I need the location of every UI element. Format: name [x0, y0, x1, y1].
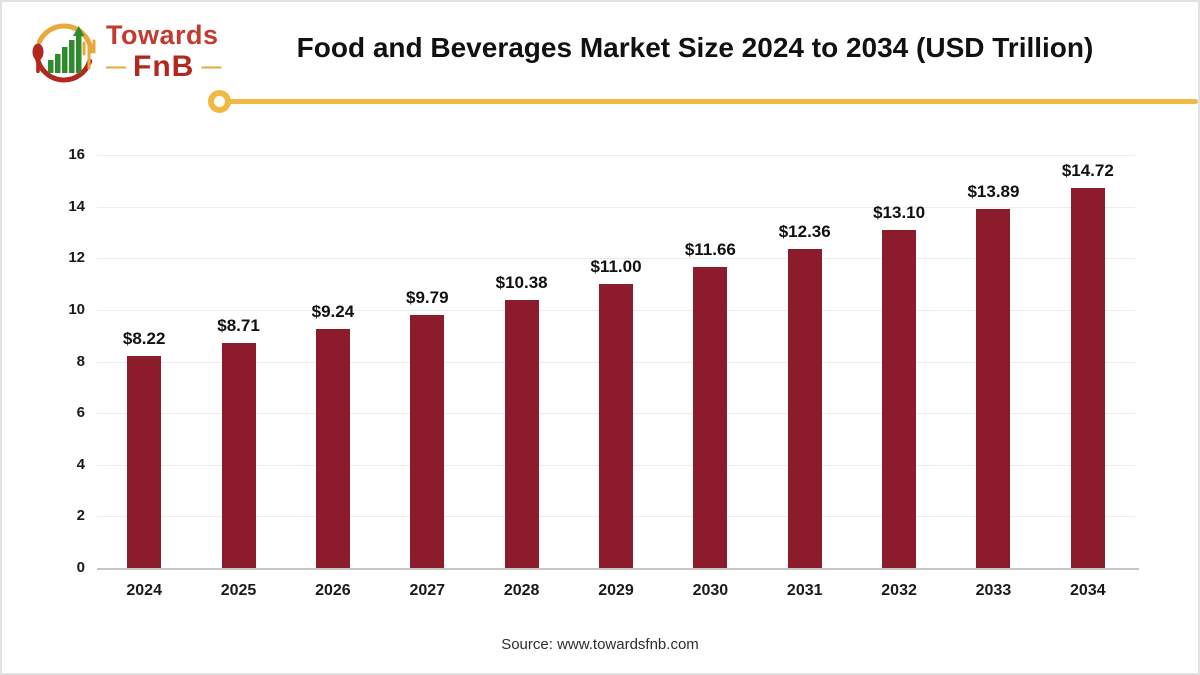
bar-value-2033: $13.89 [967, 182, 1020, 202]
page-title: Food and Beverages Market Size 2024 to 2… [296, 32, 1094, 63]
bar-2033 [976, 209, 1011, 568]
y-axis-label-0: 0 [76, 559, 85, 576]
bar-value-2030: $11.66 [684, 240, 736, 260]
y-axis-label-16: 16 [68, 146, 85, 163]
y-axis-label-10: 10 [68, 300, 85, 318]
x-axis-label-2034: 2034 [1070, 582, 1106, 599]
x-axis-label-2029: 2029 [598, 582, 634, 599]
bar-value-2028: $10.38 [495, 273, 548, 293]
x-axis-label-2025: 2025 [220, 582, 257, 599]
y-axis-label-8: 8 [76, 352, 85, 370]
brand-name: Towards — FnB — [106, 22, 221, 82]
y-axis-label-12: 12 [68, 249, 85, 267]
x-axis-label-2028: 2028 [503, 582, 540, 599]
bar-value-2032: $13.10 [873, 202, 926, 222]
x-axis-label-2031: 2031 [786, 582, 823, 599]
bar-2024 [127, 355, 162, 568]
bar-value-2034: $14.72 [1061, 161, 1114, 181]
bar-2028 [504, 300, 539, 568]
bar-2031 [787, 248, 822, 568]
bar-2025 [221, 343, 256, 568]
bar-2026 [315, 329, 350, 568]
brand-dash-right: — [201, 56, 222, 78]
x-axis-label-2032: 2032 [881, 582, 917, 599]
y-axis-label-4: 4 [76, 455, 85, 473]
bar-value-2027: $9.79 [405, 288, 449, 308]
x-axis-label-2024: 2024 [126, 582, 162, 599]
brand-name-towards: Towards [106, 20, 219, 50]
bar-value-2024: $8.22 [122, 328, 166, 348]
bar-value-2026: $9.24 [311, 302, 355, 322]
bar-2032 [882, 229, 917, 568]
bar-2030 [693, 267, 728, 568]
gridline-12 [97, 258, 1135, 260]
brand-dash-left: — [106, 56, 126, 78]
gridline-14 [97, 206, 1135, 208]
x-axis-label-2030: 2030 [692, 582, 729, 599]
brand-name-fnb-row: — FnB — [106, 52, 221, 82]
bar-chart: 0 2 4 6 8 10 12 14 16 $8.22 2024 $8.71 2025 $9.24 2026… [2, 132, 1198, 607]
x-axis-label-2033: 2033 [975, 582, 1012, 599]
bar-2029 [599, 284, 633, 568]
towards-fnb-logo-icon [32, 23, 96, 83]
brand-logo: Towards — FnB — [28, 16, 221, 88]
bar-value-2025: $8.71 [217, 316, 260, 336]
y-axis-label-6: 6 [76, 404, 85, 422]
x-axis-label-2027: 2027 [409, 582, 446, 599]
bar-2027 [410, 315, 445, 568]
brand-name-fnb: FnB [133, 50, 195, 83]
divider-line [221, 99, 1198, 104]
gridline-16 [97, 155, 1135, 156]
x-axis-line [97, 568, 1139, 570]
bar-2034 [1070, 188, 1105, 568]
bar-value-2031: $12.36 [778, 221, 831, 241]
y-axis-label-2: 2 [76, 507, 85, 525]
bar-value-2029: $11.00 [590, 257, 642, 277]
x-axis-label-2026: 2026 [315, 582, 351, 599]
y-axis-label-14: 14 [68, 197, 85, 215]
divider-ring-icon [208, 90, 231, 113]
source-text: Source: www.towardsfnb.com [501, 636, 699, 653]
